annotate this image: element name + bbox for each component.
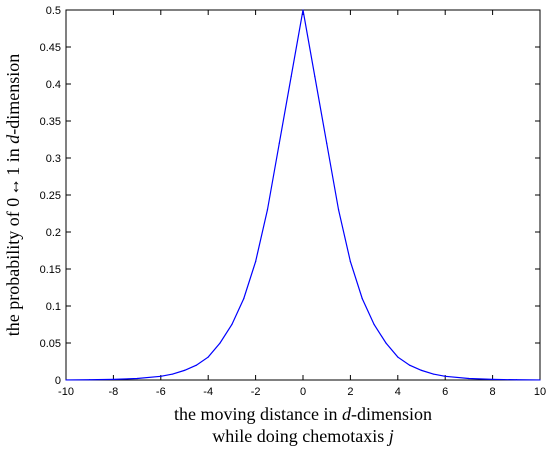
data-point bbox=[337, 209, 340, 211]
data-point bbox=[160, 375, 162, 377]
y-tick-label: 0.15 bbox=[40, 264, 61, 276]
x-tick-label: 6 bbox=[442, 386, 448, 398]
x-ticks: -10 -8 -6 -4 -2 0 2 4 6 8 10 bbox=[58, 10, 546, 398]
x-tick-label: 2 bbox=[347, 386, 353, 398]
data-point bbox=[302, 9, 304, 11]
data-point bbox=[89, 379, 91, 381]
x-tick-label: 8 bbox=[490, 386, 496, 398]
x-axis-label-line1: the moving distance in d-dimension bbox=[174, 404, 432, 424]
y-tick-label: 0.45 bbox=[40, 42, 61, 54]
y-tick-label: 0.5 bbox=[46, 5, 61, 17]
data-point bbox=[183, 369, 186, 371]
data-point bbox=[207, 356, 209, 358]
data-point bbox=[112, 378, 114, 381]
x-tick-label: 4 bbox=[395, 386, 401, 398]
data-point bbox=[397, 356, 399, 358]
y-tick-label: 0.25 bbox=[40, 190, 61, 202]
data-point bbox=[420, 369, 423, 371]
data-points bbox=[65, 9, 541, 381]
y-tick-label: 0.3 bbox=[46, 153, 61, 165]
data-point bbox=[444, 375, 446, 377]
data-point bbox=[231, 323, 233, 326]
data-point bbox=[373, 323, 375, 326]
x-tick-label: -10 bbox=[58, 386, 74, 398]
data-point bbox=[266, 209, 269, 211]
data-point bbox=[65, 379, 67, 381]
data-point bbox=[385, 342, 387, 344]
data-point bbox=[361, 298, 363, 300]
data-point bbox=[172, 373, 174, 375]
data-point bbox=[515, 379, 517, 381]
y-tick-label: 0.35 bbox=[40, 116, 61, 128]
x-tick-label: 10 bbox=[534, 386, 546, 398]
data-point bbox=[539, 379, 541, 381]
y-tick-label: 0.4 bbox=[46, 79, 61, 91]
y-tick-label: 0 bbox=[55, 375, 61, 387]
x-tick-label: -4 bbox=[203, 386, 213, 398]
data-point bbox=[326, 142, 328, 144]
x-tick-label: -2 bbox=[251, 386, 261, 398]
data-point bbox=[314, 76, 316, 78]
x-axis-label-line2: while doing chemotaxis j bbox=[212, 426, 393, 446]
data-point bbox=[136, 377, 138, 380]
plot-area bbox=[65, 9, 541, 381]
data-point bbox=[468, 377, 470, 380]
data-point bbox=[432, 373, 434, 375]
data-point bbox=[278, 142, 280, 144]
data-point bbox=[492, 378, 494, 381]
x-tick-label: 0 bbox=[300, 386, 306, 398]
data-point bbox=[195, 364, 197, 366]
data-point bbox=[243, 298, 245, 300]
data-point bbox=[290, 76, 292, 78]
x-tick-label: -8 bbox=[109, 386, 119, 398]
y-axis-label: the probability of 0↔1 in d-dimension bbox=[3, 54, 23, 337]
y-tick-label: 0.05 bbox=[40, 338, 61, 350]
data-point bbox=[219, 342, 221, 344]
y-ticks: 0 0.05 0.1 0.15 0.2 0.25 0.3 0.35 0.4 0.45 0.5 bbox=[40, 5, 540, 387]
data-point bbox=[409, 364, 411, 366]
y-tick-label: 0.1 bbox=[46, 301, 61, 313]
data-point bbox=[349, 261, 351, 263]
x-tick-label: -6 bbox=[156, 386, 166, 398]
y-tick-label: 0.2 bbox=[46, 227, 61, 239]
data-point bbox=[255, 261, 257, 263]
